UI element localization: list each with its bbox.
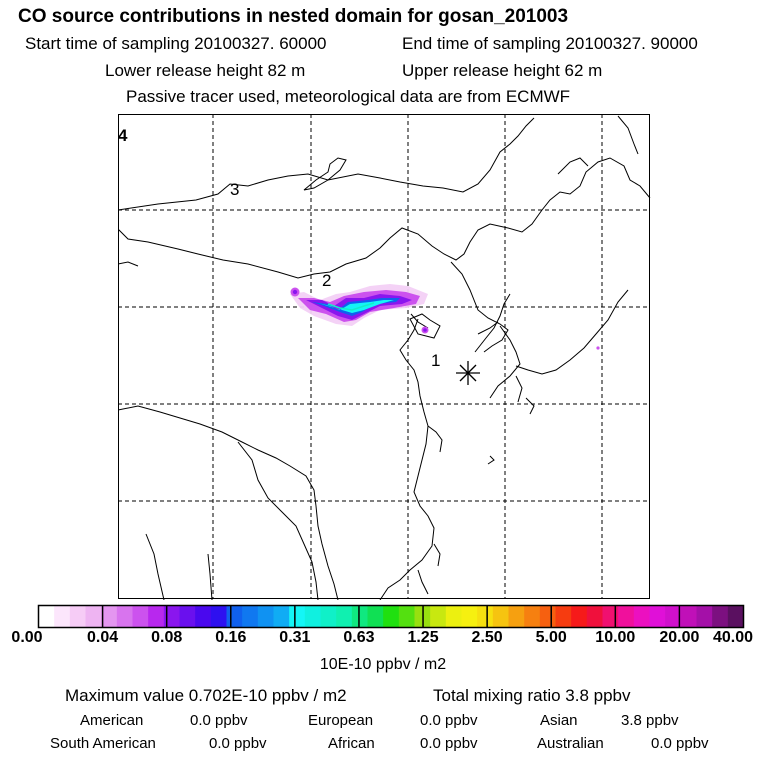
colorbar-tick-label: 10.00 (595, 629, 636, 646)
colorbar-segment (461, 605, 478, 628)
colorbar-segment (195, 605, 212, 628)
map-panel: 4 3 2 1 (118, 114, 651, 600)
colorbar-tick-label: 20.00 (659, 629, 700, 646)
colorbar-segment (336, 605, 353, 628)
colorbar-segment (665, 605, 682, 628)
american-value: 0.0 ppbv (190, 712, 248, 729)
colorbar-segment (304, 605, 321, 628)
colorbar-segment (492, 605, 509, 628)
colorbar-segment (524, 605, 541, 628)
colorbar-segment (226, 605, 243, 628)
end-time-label: End time of sampling 20100327. 90000 (402, 34, 698, 53)
colorbar-segment (132, 605, 149, 628)
african-value: 0.0 ppbv (420, 735, 478, 752)
colorbar-segment (696, 605, 713, 628)
asian-value: 3.8 ppbv (621, 712, 679, 729)
colorbar-segment (257, 605, 274, 628)
colorbar-segment (508, 605, 525, 628)
colorbar-segment (680, 605, 697, 628)
total-mixing-ratio-label: Total mixing ratio 3.8 ppbv (433, 686, 631, 705)
colorbar-segment (69, 605, 86, 628)
colorbar-segment (54, 605, 71, 628)
map-label-4: 4 (118, 126, 128, 145)
colorbar-segment (289, 605, 306, 628)
upper-release-label: Upper release height 62 m (402, 61, 603, 80)
south-american-label: South American (50, 735, 156, 752)
colorbar-tick-label: 0.04 (87, 629, 119, 646)
colorbar-segment (320, 605, 337, 628)
colorbar-segment (179, 605, 196, 628)
asian-label: Asian (540, 712, 578, 729)
colorbar-segment (586, 605, 603, 628)
lower-release-label: Lower release height 82 m (105, 61, 306, 80)
european-label: European (308, 712, 374, 729)
colorbar (37, 604, 745, 629)
colorbar-segment (445, 605, 462, 628)
passive-tracer-label: Passive tracer used, meteorological data… (126, 87, 571, 106)
colorbar-segment (555, 605, 572, 628)
start-time-label: Start time of sampling 20100327. 60000 (25, 34, 327, 53)
map-label-2: 2 (322, 271, 331, 290)
colorbar-tick-label: 0.00 (11, 629, 43, 646)
colorbar-segment (383, 605, 400, 628)
colorbar-tick-label: 1.25 (407, 629, 439, 646)
colorbar-segment (618, 605, 635, 628)
maximum-value-label: Maximum value 0.702E-10 ppbv / m2 (65, 686, 347, 705)
colorbar-segment (273, 605, 290, 628)
coastlines-and-borders (118, 115, 651, 600)
colorbar-segment (85, 605, 102, 628)
colorbar-segment (649, 605, 666, 628)
colorbar-segment (38, 605, 55, 628)
colorbar-tick-label: 0.31 (279, 629, 311, 646)
colorbar-segment (101, 605, 118, 628)
colorbar-segment (477, 605, 494, 628)
colorbar-tick-label: 2.50 (471, 629, 503, 646)
colorbar-tick-label: 40.00 (712, 629, 754, 646)
colorbar-segment (148, 605, 165, 628)
colorbar-segments (38, 605, 744, 628)
co-plume (290, 284, 600, 350)
plot-title: CO source contributions in nested domain… (18, 6, 569, 27)
european-value: 0.0 ppbv (420, 712, 478, 729)
african-label: African (328, 735, 375, 752)
colorbar-segment (539, 605, 556, 628)
colorbar-segment (712, 605, 729, 628)
map-frame (118, 114, 650, 599)
colorbar-segment (163, 605, 180, 628)
colorbar-segment (633, 605, 650, 628)
colorbar-segment (116, 605, 133, 628)
south-american-value: 0.0 ppbv (209, 735, 267, 752)
map-label-1: 1 (431, 351, 440, 370)
australian-value: 0.0 ppbv (651, 735, 709, 752)
colorbar-segment (602, 605, 619, 628)
colorbar-segment (367, 605, 384, 628)
colorbar-tick-label: 0.16 (215, 629, 247, 646)
colorbar-segment (210, 605, 227, 628)
receptor-asterisk-icon (456, 361, 480, 385)
map-label-3: 3 (230, 180, 239, 199)
colorbar-segment (351, 605, 368, 628)
colorbar-tick-label: 5.00 (535, 629, 567, 646)
australian-label: Australian (537, 735, 604, 752)
colorbar-segment (571, 605, 588, 628)
colorbar-segment (430, 605, 447, 628)
colorbar-segment (727, 605, 744, 628)
colorbar-tick-label: 0.63 (343, 629, 375, 646)
colorbar-segment (242, 605, 259, 628)
colorbar-tick-label: 0.08 (151, 629, 183, 646)
colorbar-units: 10E-10 ppbv / m2 (319, 656, 447, 673)
colorbar-segment (398, 605, 415, 628)
american-label: American (80, 712, 144, 729)
